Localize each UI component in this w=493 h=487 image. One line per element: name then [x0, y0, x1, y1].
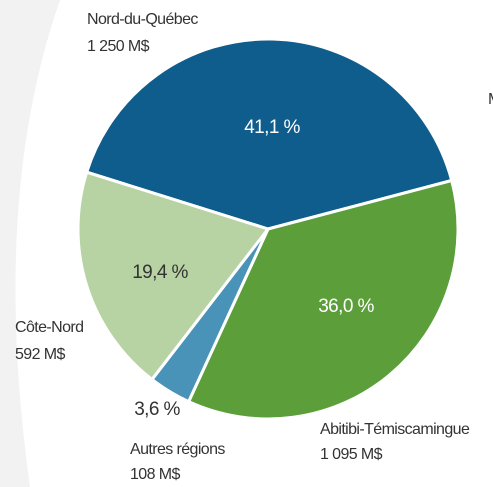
category-label: Nord-du-Québec [87, 11, 198, 28]
amount-label: 592 M$ [15, 346, 65, 363]
pie-slice [76, 170, 271, 382]
value-label: 36,0 % [318, 296, 374, 317]
background-curve [0, 0, 60, 487]
amount-label: 108 M$ [130, 466, 180, 483]
value-label: 3,6 % [134, 399, 180, 420]
category-label: Abitibi-Témiscamingue [320, 421, 470, 438]
pie-slice [186, 178, 460, 421]
value-label: 41,1 % [244, 117, 300, 138]
amount-label: 1 250 M$ [87, 38, 150, 55]
category-label: Autres régions [130, 441, 225, 458]
annotation: M [488, 91, 493, 108]
category-label: Côte-Nord [15, 319, 83, 336]
amount-label: 1 095 M$ [320, 446, 383, 463]
pie-slice [84, 37, 454, 231]
value-label: 19,4 % [132, 262, 188, 283]
